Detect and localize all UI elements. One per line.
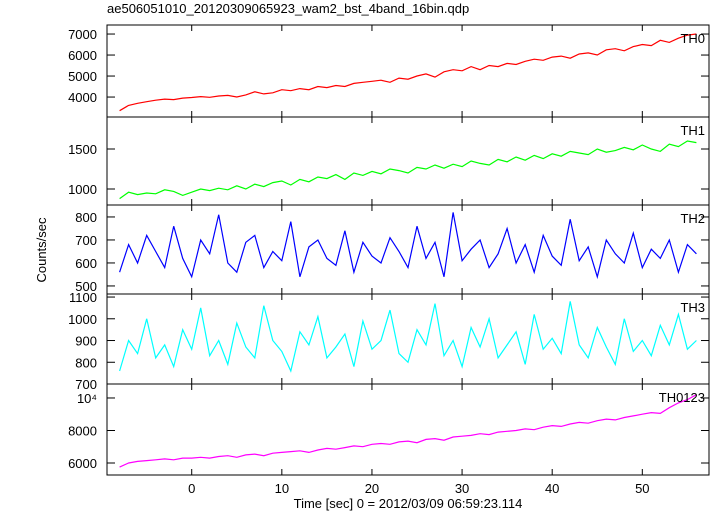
panel-label: TH1: [680, 123, 705, 138]
y-tick-label: 5000: [68, 69, 97, 84]
y-tick-label: 6000: [68, 456, 97, 471]
y-tick-label: 6000: [68, 48, 97, 63]
y-tick-label: 700: [75, 233, 97, 248]
panel-frame: [106, 293, 710, 385]
y-tick-label: 1000: [68, 182, 97, 197]
x-tick-label: 30: [455, 481, 469, 496]
y-tick-label: 800: [75, 210, 97, 225]
data-line: [119, 394, 697, 468]
panel-frame: [106, 116, 710, 206]
x-tick-label: 0: [188, 481, 195, 496]
panel-frame: [106, 383, 710, 476]
y-tick-label: 10⁴: [77, 391, 97, 406]
y-tick-label: 700: [75, 377, 97, 392]
x-tick-label: 10: [275, 481, 289, 496]
panel-label: TH0: [680, 31, 705, 46]
x-tick-label: 40: [545, 481, 559, 496]
data-line: [119, 140, 697, 200]
x-tick-label: 50: [635, 481, 649, 496]
y-tick-label: 900: [75, 334, 97, 349]
panel-frame: [106, 24, 710, 118]
panel-label: TH3: [680, 300, 705, 315]
data-line: [119, 212, 697, 280]
y-tick-label: 800: [75, 355, 97, 370]
y-axis-label: Counts/sec: [34, 217, 49, 283]
x-tick-label: 20: [365, 481, 379, 496]
y-tick-label: 1000: [68, 312, 97, 327]
chart-title: ae506051010_20120309065923_wam2_bst_4ban…: [107, 1, 469, 16]
y-tick-label: 7000: [68, 27, 97, 42]
y-tick-label: 8000: [68, 423, 97, 438]
data-line: [119, 33, 697, 112]
y-tick-label: 1100: [69, 290, 97, 305]
panel-label: TH0123: [659, 390, 705, 405]
data-line: [119, 301, 697, 373]
panel-frame: [106, 204, 710, 295]
y-tick-label: 500: [75, 279, 97, 294]
y-tick-label: 4000: [68, 90, 97, 105]
x-axis-label: Time [sec] 0 = 2012/03/09 06:59:23.114: [294, 496, 523, 511]
y-tick-label: 600: [75, 256, 97, 271]
panel-label: TH2: [680, 211, 705, 226]
y-tick-label: 1500: [68, 142, 97, 157]
